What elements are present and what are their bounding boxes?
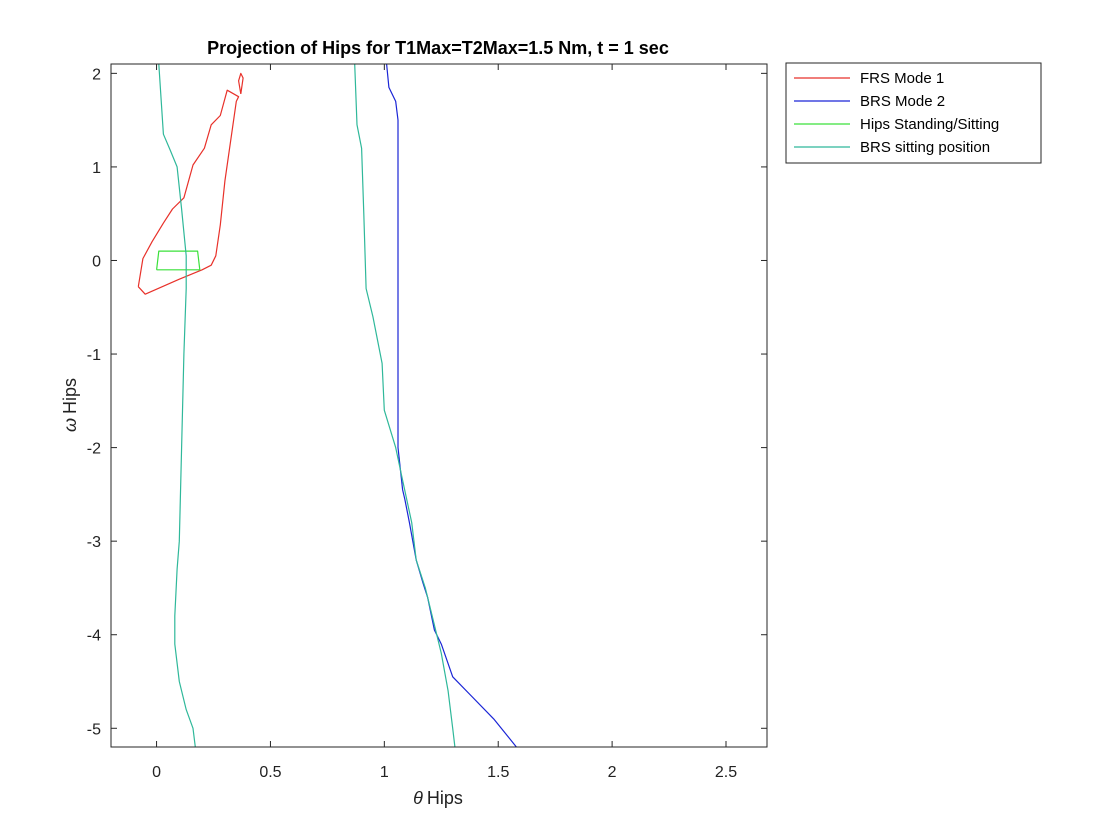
legend-box bbox=[785, 62, 1042, 164]
series-line-hips-standing-sitting-1 bbox=[156, 250, 201, 271]
axis-ticks: 0 0.5 1 1.5 2 2.5 2 1 0 -1 -2 -3 -4 -5 bbox=[87, 64, 767, 781]
axes-box bbox=[110, 63, 768, 748]
legend-label-brs-mode-2: BRS Mode 2 bbox=[860, 93, 945, 110]
legend: FRS Mode 1 BRS Mode 2 Hips Standing/Sittin… bbox=[785, 62, 1042, 164]
y-tick-label: -2 bbox=[87, 441, 101, 458]
y-tick-label: -4 bbox=[87, 628, 101, 645]
series-line-frs-mode-1-1 bbox=[137, 89, 240, 295]
y-tick-label: 1 bbox=[92, 160, 101, 177]
x-tick-label: 0 bbox=[152, 764, 161, 781]
chart-title: Projection of Hips for T1Max=T2Max=1.5 N… bbox=[207, 38, 669, 58]
series-line-frs-mode-1-2 bbox=[238, 72, 244, 94]
series-line-brs-sitting-position-1 bbox=[158, 64, 196, 747]
series-line-brs-sitting-position-2 bbox=[354, 64, 456, 747]
y-tick-label: 0 bbox=[92, 253, 101, 270]
x-tick-label: 1.5 bbox=[487, 764, 509, 781]
x-axis-symbol: θ bbox=[413, 788, 423, 808]
y-axis-label-text: Hips bbox=[60, 378, 80, 414]
y-axis-label: ω Hips bbox=[60, 378, 80, 432]
legend-label-brs-sitting-position: BRS sitting position bbox=[860, 139, 990, 156]
legend-label-frs-mode-1: FRS Mode 1 bbox=[860, 70, 944, 87]
series-line-brs-mode-2-1 bbox=[386, 64, 517, 747]
legend-label-hips-standing-sitting: Hips Standing/Sitting bbox=[860, 116, 999, 133]
y-tick-label: -3 bbox=[87, 534, 101, 551]
plot-area bbox=[137, 64, 517, 747]
x-tick-label: 2.5 bbox=[715, 764, 737, 781]
y-axis-symbol: ω bbox=[60, 418, 80, 432]
x-tick-label: 0.5 bbox=[259, 764, 281, 781]
x-axis-label: θ Hips bbox=[413, 788, 463, 808]
x-axis-label-text: Hips bbox=[427, 788, 463, 808]
x-tick-label: 1 bbox=[380, 764, 389, 781]
y-tick-label: -1 bbox=[87, 347, 101, 364]
y-tick-label: -5 bbox=[87, 721, 101, 738]
x-tick-label: 2 bbox=[608, 764, 617, 781]
y-tick-label: 2 bbox=[92, 66, 101, 83]
